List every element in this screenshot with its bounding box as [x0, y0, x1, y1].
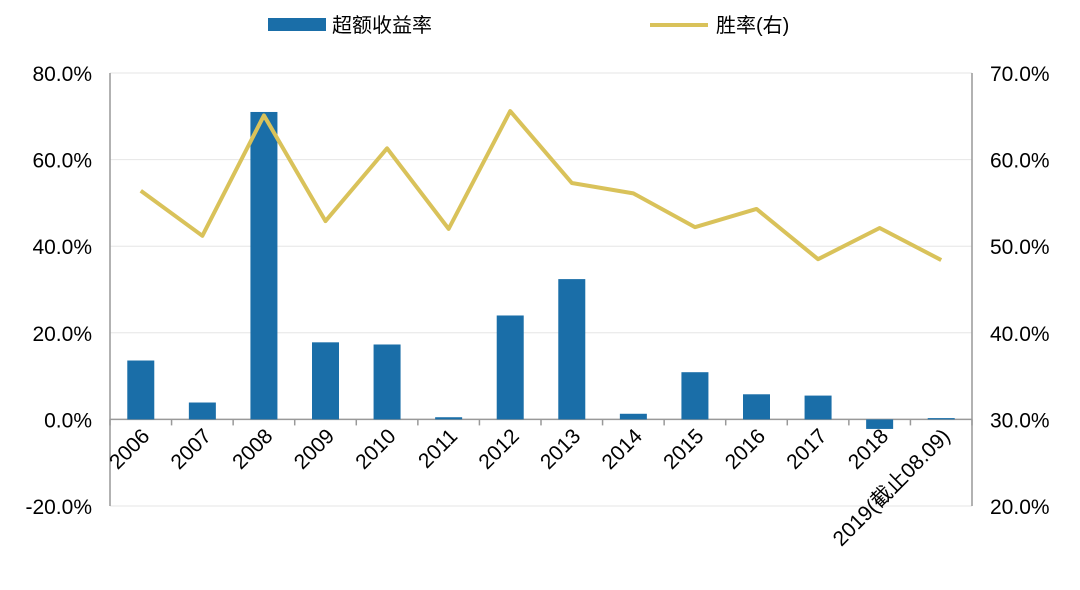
right-tick-label: 60.0%	[990, 150, 1050, 173]
left-tick-label: 60.0%	[32, 150, 92, 173]
bar-2015	[681, 372, 708, 419]
x-tick-label: 2009	[290, 425, 339, 474]
bar-2010	[374, 344, 401, 419]
x-tick-label: 2016	[721, 425, 770, 474]
bar-2007	[189, 403, 216, 420]
x-tick-label: 2018	[844, 425, 893, 474]
right-tick-label: 70.0%	[990, 63, 1050, 86]
x-tick-label: 2015	[659, 425, 708, 474]
left-tick-label: 20.0%	[32, 323, 92, 346]
legend-swatch-excess-return	[268, 18, 326, 31]
x-tick-label: 2012	[474, 425, 523, 474]
bar-2013	[558, 279, 585, 419]
x-tick-label: 2019(截止08.09)	[829, 425, 955, 551]
legend-label-excess-return: 超额收益率	[332, 14, 432, 37]
bar-2019	[928, 418, 955, 419]
x-tick-label: 2017	[782, 425, 831, 474]
x-tick-label: 2013	[536, 425, 585, 474]
bar-2009	[312, 342, 339, 419]
left-tick-label: 0.0%	[44, 409, 92, 432]
right-tick-label: 50.0%	[990, 236, 1050, 259]
x-tick-label: 2006	[105, 425, 154, 474]
bar-2016	[743, 394, 770, 419]
x-tick-label: 2014	[598, 424, 648, 474]
legend-label-win-rate: 胜率(右)	[716, 14, 789, 37]
left-tick-label: -20.0%	[25, 496, 92, 519]
right-tick-label: 30.0%	[990, 409, 1050, 432]
bar-2011	[435, 417, 462, 419]
bar-2008	[250, 112, 277, 419]
bar-2017	[805, 396, 832, 420]
x-tick-label: 2008	[228, 425, 277, 474]
bar-2014	[620, 414, 647, 420]
x-tick-label: 2010	[351, 425, 400, 474]
left-tick-label: 40.0%	[32, 236, 92, 259]
bar-2006	[127, 361, 154, 420]
bar-2012	[497, 315, 524, 419]
right-tick-label: 40.0%	[990, 323, 1050, 346]
x-tick-label: 2011	[414, 425, 462, 473]
x-tick-label: 2007	[167, 425, 216, 474]
right-tick-label: 20.0%	[990, 496, 1050, 519]
left-tick-label: 80.0%	[32, 63, 92, 86]
